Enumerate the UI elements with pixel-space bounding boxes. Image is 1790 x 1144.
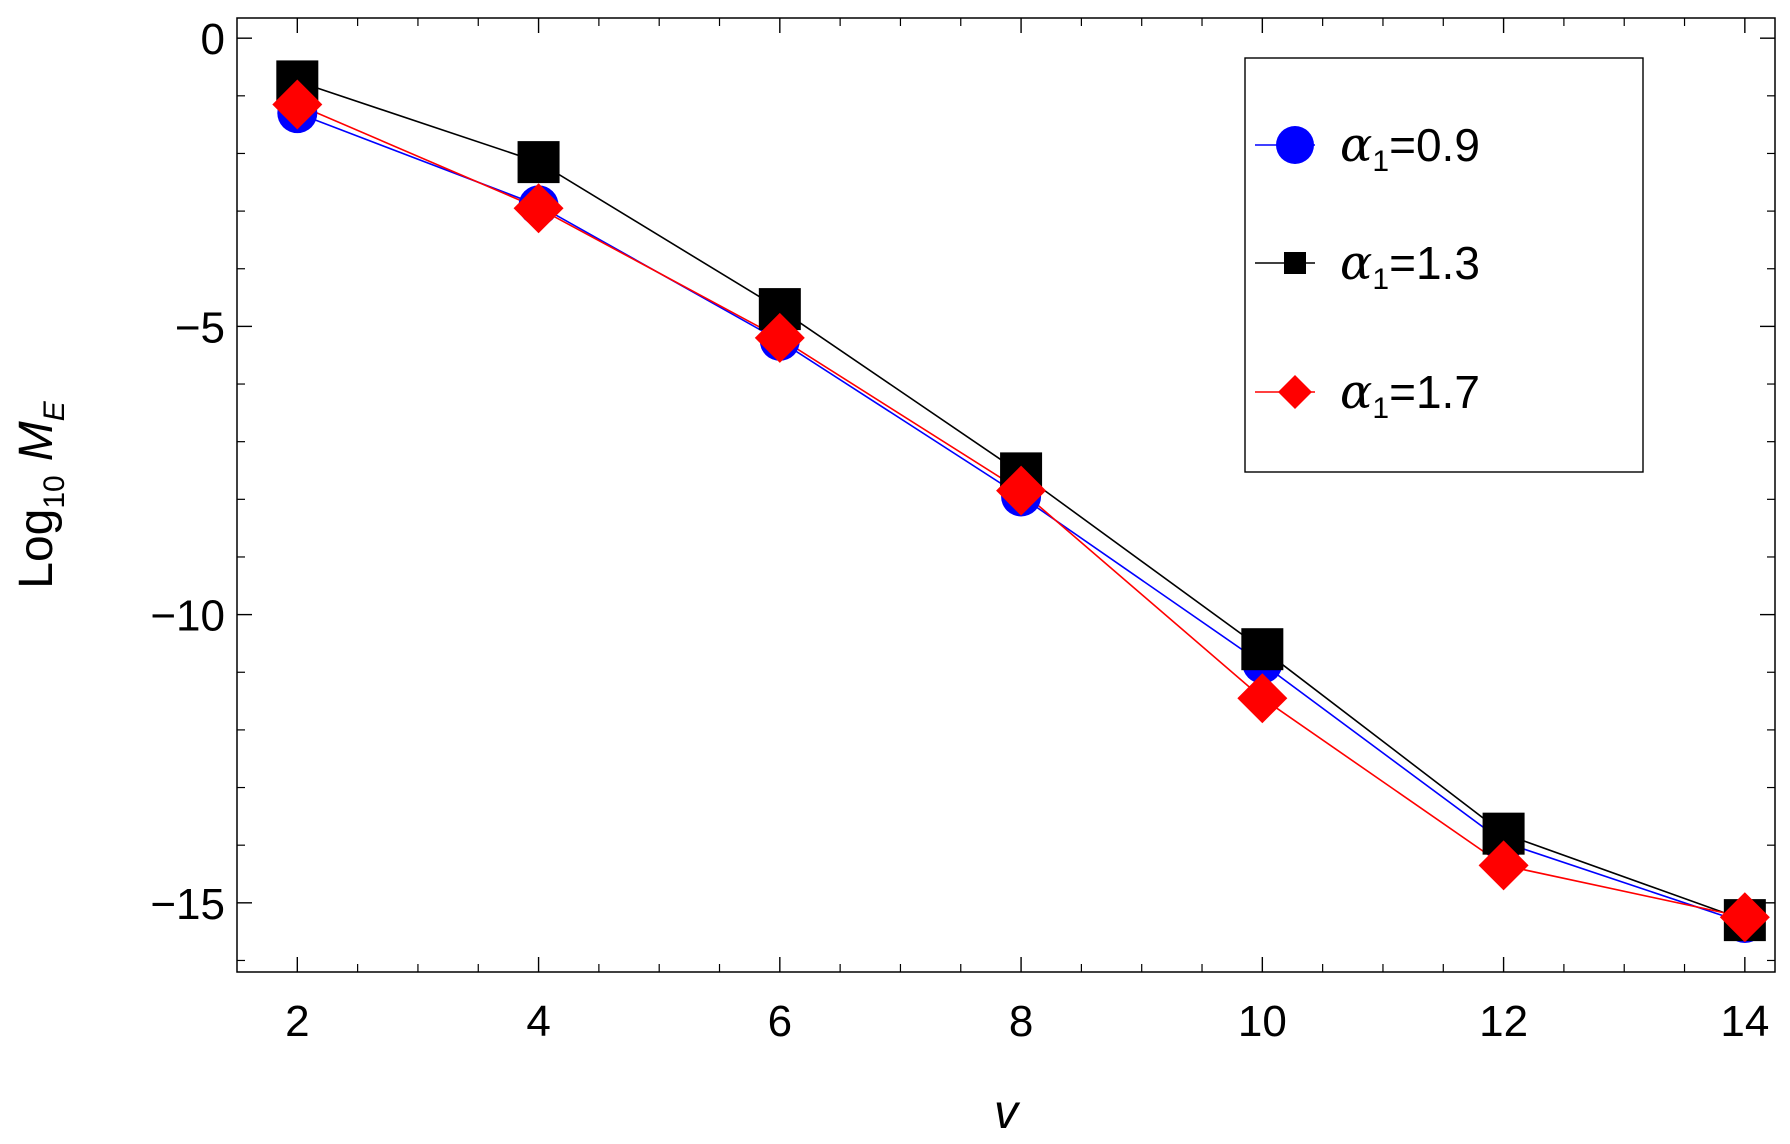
data-point-diamond bbox=[996, 465, 1047, 516]
x-tick-label: 2 bbox=[285, 997, 309, 1046]
series-markers bbox=[272, 60, 1770, 944]
y-axis-title: Log10 ME bbox=[10, 400, 71, 588]
data-point-diamond bbox=[1719, 892, 1770, 943]
legend-label: α1=1.3 bbox=[1340, 235, 1480, 296]
x-tick-label: 14 bbox=[1720, 997, 1769, 1046]
legend-box bbox=[1244, 57, 1644, 473]
y-tick-label: −5 bbox=[175, 303, 225, 352]
legend-label: α1=0.9 bbox=[1340, 117, 1480, 178]
plot-frame bbox=[236, 17, 1776, 973]
axis-titles: v Log10 ME bbox=[10, 400, 1021, 1139]
data-point-diamond bbox=[513, 183, 564, 234]
y-axis-title-sub: 10 bbox=[38, 475, 71, 508]
y-axis-title-var-sub: E bbox=[38, 400, 71, 421]
x-tick-label: 12 bbox=[1479, 997, 1528, 1046]
minor-ticks bbox=[237, 18, 1775, 972]
x-tick-label: 6 bbox=[768, 997, 792, 1046]
plot-frame-rect bbox=[236, 17, 1776, 973]
legend-marker-circle bbox=[1276, 126, 1314, 164]
data-point-square bbox=[1241, 628, 1284, 671]
data-point-diamond bbox=[1237, 673, 1288, 724]
data-point-square bbox=[517, 141, 560, 184]
data-point-diamond bbox=[754, 312, 805, 363]
x-tick-label: 8 bbox=[1009, 997, 1033, 1046]
y-axis-title-main: Log bbox=[10, 509, 63, 589]
y-tick-label: −10 bbox=[150, 592, 225, 641]
tick-labels: 2 4 6 8 10 12 14 0 −5 −10 −15 bbox=[150, 15, 1769, 1046]
x-tick-label: 4 bbox=[526, 997, 550, 1046]
x-tick-label: 10 bbox=[1238, 997, 1287, 1046]
y-axis-title-var: M bbox=[10, 421, 63, 461]
major-ticks bbox=[237, 18, 1775, 972]
y-tick-label: 0 bbox=[201, 15, 225, 64]
legend-marker-square bbox=[1284, 252, 1306, 274]
data-point-diamond bbox=[272, 79, 323, 130]
data-point-diamond bbox=[1478, 840, 1529, 891]
legend: α1=0.9 α1=1.3 α1=1.7 bbox=[1244, 57, 1644, 473]
x-axis-title: v bbox=[994, 1086, 1021, 1139]
legend-marker-diamond bbox=[1278, 375, 1312, 409]
legend-label: α1=1.7 bbox=[1340, 364, 1480, 425]
y-tick-label: −15 bbox=[150, 880, 225, 929]
